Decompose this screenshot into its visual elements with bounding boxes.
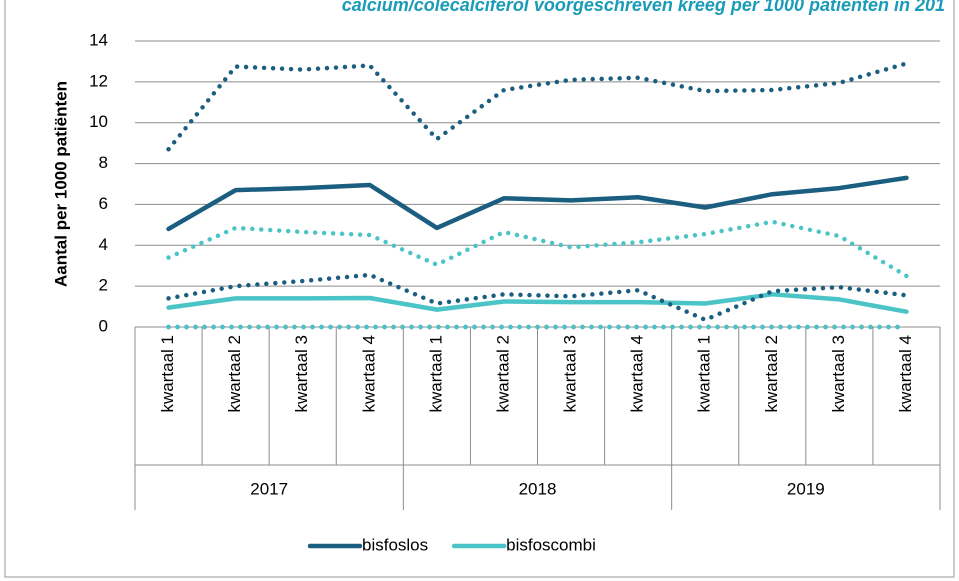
y-axis-label: Aantal per 1000 patiënten bbox=[51, 81, 70, 287]
x-tick-label: kwartaal 3 bbox=[561, 335, 580, 412]
x-tick-label: kwartaal 1 bbox=[158, 335, 177, 412]
y-tick-label: 12 bbox=[89, 71, 108, 90]
chart-title: calcium/colecalciferol voorgeschreven kr… bbox=[342, 0, 945, 15]
y-tick-label: 0 bbox=[99, 316, 108, 335]
year-label: 2018 bbox=[519, 479, 557, 498]
series-line bbox=[166, 219, 909, 279]
x-tick-label: kwartaal 1 bbox=[695, 335, 714, 412]
y-tick-label: 10 bbox=[89, 112, 108, 131]
x-tick-label: kwartaal 1 bbox=[426, 335, 445, 412]
x-tick-label: kwartaal 4 bbox=[896, 335, 915, 412]
y-tick-label: 2 bbox=[99, 276, 108, 295]
x-tick-label: kwartaal 2 bbox=[762, 335, 781, 412]
y-tick-label: 4 bbox=[99, 235, 108, 254]
series-line bbox=[166, 61, 909, 152]
x-tick-label: kwartaal 2 bbox=[493, 335, 512, 412]
legend-label: bisfoscombi bbox=[506, 535, 596, 554]
x-tick-label: kwartaal 3 bbox=[292, 335, 311, 412]
x-tick-label: kwartaal 4 bbox=[628, 335, 647, 412]
x-tick-label: kwartaal 2 bbox=[225, 335, 244, 412]
y-tick-label: 8 bbox=[99, 153, 108, 172]
series-line bbox=[166, 175, 909, 232]
y-tick-label: 14 bbox=[89, 30, 108, 49]
legend-label: bisfoslos bbox=[362, 535, 428, 554]
y-tick-label: 6 bbox=[99, 194, 108, 213]
x-tick-label: kwartaal 4 bbox=[359, 335, 378, 412]
series-line bbox=[166, 272, 909, 323]
year-label: 2017 bbox=[250, 479, 288, 498]
year-label: 2019 bbox=[787, 479, 825, 498]
series-line bbox=[166, 292, 909, 314]
x-tick-label: kwartaal 3 bbox=[829, 335, 848, 412]
